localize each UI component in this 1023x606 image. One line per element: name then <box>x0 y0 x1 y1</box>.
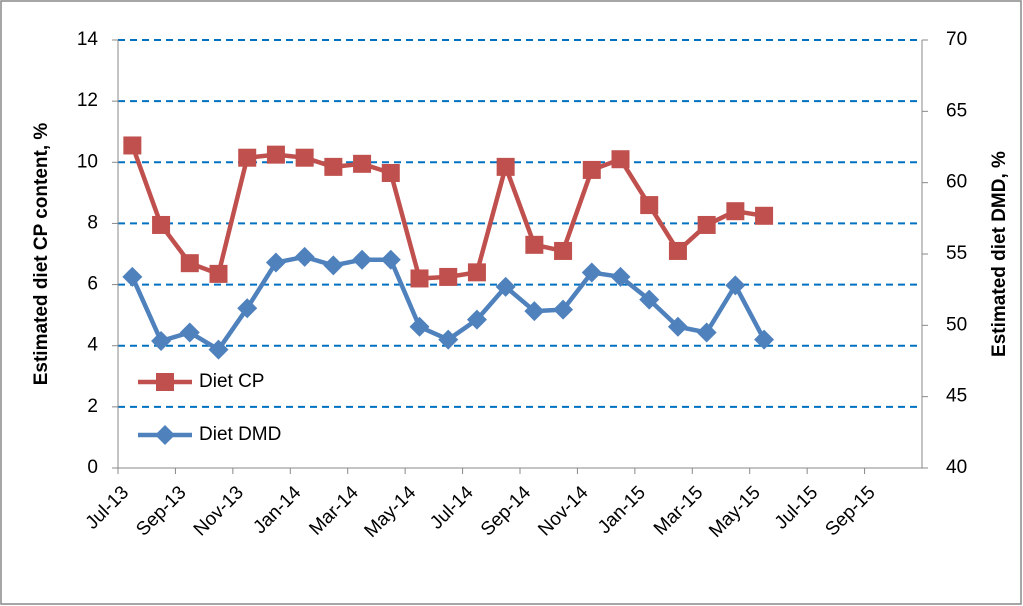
marker <box>582 160 601 179</box>
y2-tick-label: 70 <box>946 29 967 50</box>
y2-tick-label: 60 <box>946 172 967 193</box>
marker <box>122 266 143 287</box>
marker <box>467 263 486 282</box>
y2-tick-label: 50 <box>946 314 967 335</box>
marker <box>179 322 200 343</box>
y-tick-label: 14 <box>77 29 99 50</box>
marker <box>439 267 458 286</box>
marker <box>123 136 142 155</box>
marker <box>380 249 401 270</box>
marker <box>265 252 286 273</box>
marker <box>725 275 746 296</box>
marker <box>466 309 487 330</box>
legend-label: Diet DMD <box>199 424 281 445</box>
marker <box>180 254 199 273</box>
marker <box>323 255 344 276</box>
marker <box>754 329 775 350</box>
y2-tick-label: 55 <box>946 243 967 264</box>
marker <box>353 154 372 173</box>
y-tick-label: 4 <box>87 335 98 356</box>
marker <box>324 157 343 176</box>
marker <box>639 289 660 310</box>
y-tick-label: 10 <box>77 151 98 172</box>
marker <box>726 202 745 221</box>
marker <box>640 196 659 215</box>
marker <box>611 150 630 169</box>
marker <box>294 246 315 267</box>
marker <box>409 316 430 337</box>
y2-tick-label: 45 <box>946 386 967 407</box>
marker <box>381 163 400 182</box>
y2-tick-label: 65 <box>946 100 967 121</box>
marker <box>438 329 459 350</box>
marker <box>524 301 545 322</box>
marker <box>610 266 631 287</box>
y-tick-label: 0 <box>87 457 98 478</box>
marker <box>266 145 285 164</box>
y-axis-label: Estimated diet CP content, % <box>31 123 52 386</box>
y-tick-label: 8 <box>87 212 98 233</box>
y-tick-label: 6 <box>87 274 98 295</box>
marker <box>496 157 515 176</box>
y-tick-label: 2 <box>87 396 98 417</box>
y2-axis-label: Estimated diet DMD, % <box>989 151 1010 357</box>
marker <box>525 235 544 254</box>
marker <box>295 148 314 167</box>
marker <box>554 241 573 260</box>
marker <box>667 316 688 337</box>
marker <box>151 331 172 352</box>
marker <box>238 148 257 167</box>
marker <box>495 276 516 297</box>
marker <box>581 262 602 283</box>
marker <box>208 339 229 360</box>
legend-label: Diet CP <box>199 371 264 392</box>
y-tick-label: 12 <box>77 90 98 111</box>
marker <box>237 298 258 319</box>
marker <box>696 322 717 343</box>
marker <box>156 373 174 391</box>
y2-tick-label: 40 <box>946 457 967 478</box>
marker <box>553 299 574 320</box>
marker <box>155 425 175 445</box>
marker <box>410 269 429 288</box>
marker <box>668 241 687 260</box>
marker <box>209 264 228 283</box>
marker <box>755 206 774 225</box>
marker <box>152 215 171 234</box>
marker <box>697 215 716 234</box>
marker <box>352 249 373 270</box>
